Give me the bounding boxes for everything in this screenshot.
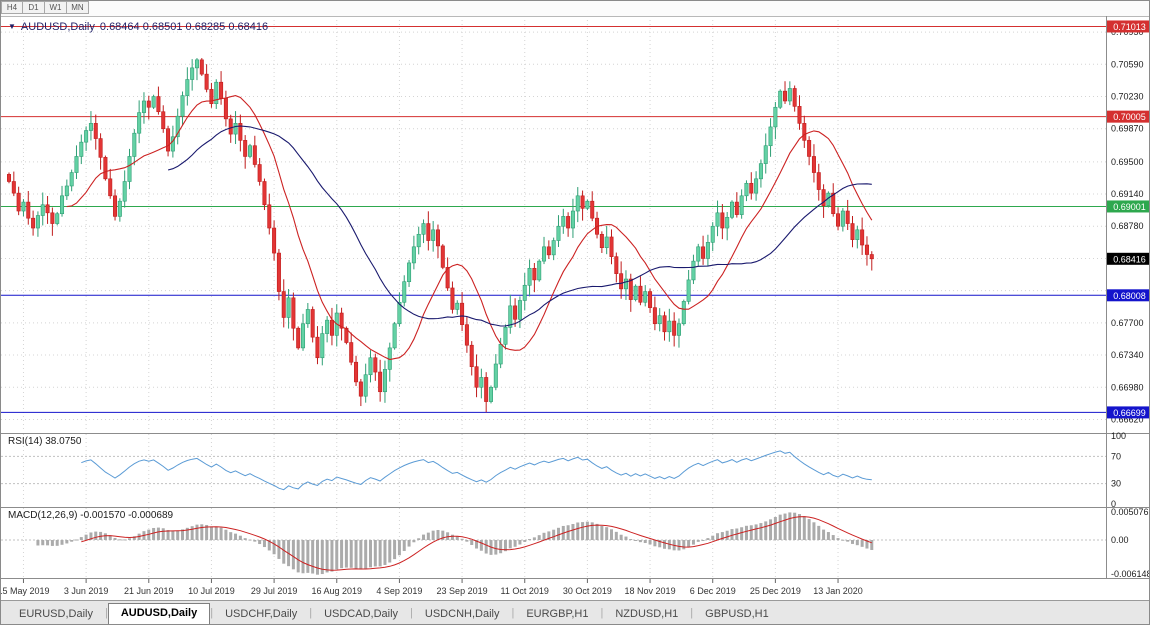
market-tab-usdchf-daily[interactable]: USDCHF,Daily — [225, 608, 298, 620]
svg-text:3 Jun 2019: 3 Jun 2019 — [64, 586, 109, 596]
price-label-layer: 0.71013 0.70005 0.69001 0.68008 0.66699 0.684… — [1107, 20, 1149, 419]
price-level-label: 0.70005 — [1107, 110, 1149, 123]
ohlc-values: 0.68464 0.68501 0.68285 0.68416 — [99, 21, 269, 33]
price-level-label: 0.68008 — [1107, 289, 1149, 302]
svg-text:0.70005: 0.70005 — [1113, 112, 1146, 122]
tab-separator: | — [600, 607, 604, 619]
svg-text:70: 70 — [1111, 451, 1121, 461]
svg-text:30 Oct 2019: 30 Oct 2019 — [563, 586, 612, 596]
svg-text:0.68008: 0.68008 — [1113, 291, 1146, 301]
price-level-label: 0.71013 — [1107, 20, 1149, 33]
svg-text:18 Nov 2019: 18 Nov 2019 — [625, 586, 676, 596]
level-lines-layer — [1, 25, 1106, 413]
chart-canvas[interactable]: 0.709500.705900.702300.698700.695000.691… — [1, 16, 1150, 600]
period-tab-group: H4 D1 W1 MN — [1, 1, 1149, 15]
svg-text:6 Dec 2019: 6 Dec 2019 — [690, 586, 736, 596]
price-level-label: 0.66699 — [1107, 406, 1149, 419]
symbol-title: AUDUSD,Daily — [20, 21, 95, 33]
svg-text:15 May 2019: 15 May 2019 — [1, 586, 49, 596]
svg-text:100: 100 — [1111, 431, 1126, 441]
market-tab-eurgbp-h1[interactable]: EURGBP,H1 — [526, 608, 589, 620]
svg-text:0.68416: 0.68416 — [1113, 254, 1146, 264]
period-toolbar: H4 D1 W1 MN — [1, 1, 1149, 16]
period-tab-mn[interactable]: MN — [67, 1, 89, 14]
svg-text:0.71013: 0.71013 — [1113, 22, 1146, 32]
market-tab-audusd-daily[interactable]: AUDUSD,Daily — [107, 603, 211, 624]
tab-separator: | — [309, 607, 313, 619]
rsi-indicator-title: RSI(14) 38.0750 — [8, 436, 82, 447]
chart-header: ▼ AUDUSD,Daily 0.68464 0.68501 0.68285 0… — [8, 21, 268, 33]
svg-text:0.67700: 0.67700 — [1111, 318, 1144, 328]
period-tab-h4[interactable]: H4 — [1, 1, 23, 14]
svg-text:16 Aug 2019: 16 Aug 2019 — [311, 586, 362, 596]
svg-text:10 Jul 2019: 10 Jul 2019 — [188, 586, 235, 596]
svg-text:13 Jan 2020: 13 Jan 2020 — [813, 586, 863, 596]
svg-text:29 Jul 2019: 29 Jul 2019 — [251, 586, 298, 596]
period-tab-d1[interactable]: D1 — [23, 1, 45, 14]
svg-text:25 Dec 2019: 25 Dec 2019 — [750, 586, 801, 596]
period-tab-w1[interactable]: W1 — [45, 1, 67, 14]
svg-text:23 Sep 2019: 23 Sep 2019 — [437, 586, 488, 596]
candles-layer — [7, 58, 874, 413]
svg-text:0.005076: 0.005076 — [1111, 507, 1149, 517]
macd-indicator-title: MACD(12,26,9) -0.001570 -0.000689 — [8, 510, 174, 521]
svg-text:0.66699: 0.66699 — [1113, 408, 1146, 418]
svg-text:0.69870: 0.69870 — [1111, 124, 1144, 134]
symbol-marker-icon: ▼ — [8, 22, 16, 31]
tab-separator: | — [210, 607, 214, 619]
svg-text:0.69140: 0.69140 — [1111, 189, 1144, 199]
svg-text:0.69500: 0.69500 — [1111, 157, 1144, 167]
market-tab-usdcad-daily[interactable]: USDCAD,Daily — [324, 608, 399, 620]
svg-text:0.70590: 0.70590 — [1111, 59, 1144, 69]
market-tab-nzdusd-h1[interactable]: NZDUSD,H1 — [615, 608, 679, 620]
tab-separator: | — [410, 607, 413, 619]
frame-layer — [1, 16, 1149, 579]
axis-layer: 0.709500.705900.702300.698700.695000.691… — [1, 27, 1150, 596]
svg-text:0.69001: 0.69001 — [1113, 202, 1146, 212]
market-tab-eurusd-daily[interactable]: EURUSD,Daily — [19, 608, 93, 620]
svg-text:0.00: 0.00 — [1111, 535, 1129, 545]
grid-layer — [1, 16, 1106, 578]
rsi-layer — [1, 450, 1106, 491]
macd-layer — [1, 512, 1106, 575]
market-tab-gbpusd-h1[interactable]: GBPUSD,H1 — [705, 608, 769, 620]
moving-averages-layer — [66, 95, 873, 361]
svg-text:0: 0 — [1111, 499, 1116, 509]
price-level-label: 0.69001 — [1107, 200, 1149, 213]
svg-text:21 Jun 2019: 21 Jun 2019 — [124, 586, 174, 596]
svg-text:0.66620: 0.66620 — [1111, 414, 1144, 424]
svg-text:11 Oct 2019: 11 Oct 2019 — [501, 586, 549, 596]
svg-text:0.67340: 0.67340 — [1111, 350, 1144, 360]
svg-text:0.70230: 0.70230 — [1111, 92, 1144, 102]
svg-text:30: 30 — [1111, 479, 1121, 489]
price-level-label: 0.68416 — [1107, 252, 1149, 265]
tab-separator: | — [511, 607, 515, 619]
symbol-tab-bar: EURUSD,Daily | AUDUSD,Daily | USDCHF,Daily | U… — [1, 600, 1149, 624]
svg-text:0.68780: 0.68780 — [1111, 221, 1144, 231]
tab-separator: | — [690, 607, 694, 619]
svg-text:4 Sep 2019: 4 Sep 2019 — [376, 586, 422, 596]
tab-separator: | — [104, 607, 108, 619]
svg-text:-0.006148: -0.006148 — [1111, 569, 1150, 579]
market-tab-usdcnh-daily[interactable]: USDCNH,Daily — [424, 608, 500, 620]
svg-text:0.66980: 0.66980 — [1111, 382, 1144, 392]
